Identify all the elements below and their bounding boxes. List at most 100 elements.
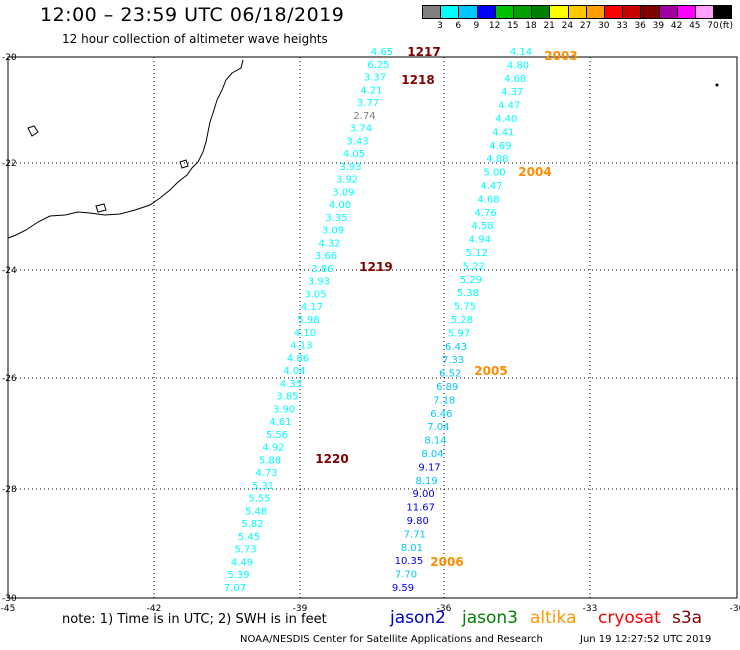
swh-value-label: 4.73 <box>255 468 277 479</box>
swh-value-label: 3.43 <box>346 136 368 147</box>
satellite-legend-s3a: s3a <box>672 608 703 628</box>
colorbar-label: 33 <box>616 21 628 31</box>
swh-value-label: 6.43 <box>445 342 467 353</box>
swh-value-label: 4.76 <box>474 208 496 219</box>
lon-tick-label: -45 <box>1 604 16 614</box>
swh-value-label: 5.82 <box>241 519 263 530</box>
credit-text: NOAA/NESDIS Center for Satellite Applica… <box>240 634 543 645</box>
swh-value-label: 5.12 <box>466 248 488 259</box>
swh-value-label: 4.69 <box>489 141 511 152</box>
swh-value-label: 7.33 <box>442 355 464 366</box>
satellite-legend-jason2: jason2 <box>390 608 446 628</box>
colorbar-label: 42 <box>670 21 683 31</box>
pass-time-label: 1217 <box>407 45 440 59</box>
map-title: 12:00 – 23:59 UTC 06/18/2019 <box>40 4 345 26</box>
colorbar-label: 39 <box>652 21 665 31</box>
island-outline <box>95 203 107 213</box>
colorbar-label: 9 <box>473 21 480 31</box>
pass-time-label: 2005 <box>474 364 507 378</box>
swh-value-label: 8.14 <box>424 436 446 447</box>
swh-value-label: 6.52 <box>439 369 461 380</box>
pass-time-label: 2004 <box>518 165 551 179</box>
swh-value-label: 5.75 <box>454 302 476 313</box>
pass-time-label: 1218 <box>401 73 434 87</box>
swh-value-label: 5.55 <box>248 494 270 505</box>
colorbar-label: 30 <box>598 21 610 31</box>
lon-tick-label: -33 <box>583 604 598 614</box>
swh-value-label: 5.73 <box>234 545 256 556</box>
swh-value-label: 6.89 <box>436 382 458 393</box>
swh-value-label: 8.01 <box>401 543 423 554</box>
swh-value-label: 4.05 <box>343 149 365 160</box>
swh-value-label: 3.74 <box>350 124 372 135</box>
swh-value-label: 9.17 <box>418 462 440 473</box>
swh-value-label: 3.09 <box>332 187 354 198</box>
swh-value-label: 4.40 <box>495 114 517 125</box>
colorbar-label: 15 <box>507 21 519 31</box>
swh-value-label: 3.93 <box>339 162 361 173</box>
swh-value-label: 3.85 <box>276 392 298 403</box>
island-dot <box>715 83 719 87</box>
swh-value-label: 5.38 <box>457 288 479 299</box>
swh-value-label: 4.94 <box>469 235 491 246</box>
satellite-legend-cryosat: cryosat <box>598 608 661 628</box>
swh-value-label: 4.10 <box>294 328 316 339</box>
timestamp-text: Jun 19 12:27:52 UTC 2019 <box>580 634 712 645</box>
swh-value-label: 5.48 <box>245 506 267 517</box>
swh-value-label: 4.21 <box>360 85 382 96</box>
swh-value-label: 8.04 <box>421 449 443 460</box>
swh-value-label: 4.14 <box>510 47 532 58</box>
swh-value-label: 7.71 <box>404 529 426 540</box>
swh-value-label: 5.45 <box>238 532 260 543</box>
lat-tick-label: -26 <box>2 374 17 384</box>
island-outline <box>27 125 39 137</box>
swh-value-label: 6.25 <box>367 60 389 71</box>
swh-value-label: 4.92 <box>262 443 284 454</box>
swh-value-label: 5.31 <box>252 481 274 492</box>
swh-value-label: 4.58 <box>472 221 494 232</box>
colorbar-label: 6 <box>455 21 462 31</box>
swh-value-label: 5.28 <box>451 315 473 326</box>
colorbar-label: 21 <box>543 21 555 31</box>
colorbar-label: 70 <box>707 21 719 31</box>
map-subtitle: 12 hour collection of altimeter wave hei… <box>62 32 328 46</box>
swh-value-label: 5.56 <box>266 430 288 441</box>
swh-value-label: 4.37 <box>501 87 523 98</box>
swh-value-label: 4.80 <box>507 60 529 71</box>
swh-value-label: 7.70 <box>395 570 417 581</box>
pass-time-label: 1220 <box>315 452 348 466</box>
swh-value-label: 3.92 <box>336 175 358 186</box>
lon-tick-label: -39 <box>293 604 308 614</box>
colorbar-label: 36 <box>634 21 646 31</box>
swh-value-label: 5.88 <box>259 455 281 466</box>
swh-value-label: 4.88 <box>486 154 508 165</box>
colorbar-label: (ft) <box>719 21 733 31</box>
swh-value-label: 5.29 <box>460 275 482 286</box>
swh-value-label: 9.80 <box>407 516 429 527</box>
swh-value-label: 7.18 <box>433 395 455 406</box>
swh-value-label: 4.86 <box>287 353 309 364</box>
swh-value-label: 7.07 <box>224 583 246 594</box>
colorbar-swatch <box>713 5 733 19</box>
swh-value-label: 3.37 <box>364 73 386 84</box>
swh-value-label: 4.61 <box>269 417 291 428</box>
swh-value-label: 4.04 <box>283 366 305 377</box>
swh-value-label: 5.97 <box>448 328 470 339</box>
swh-value-label: 4.35 <box>280 379 302 390</box>
swh-value-label: 3.93 <box>308 277 330 288</box>
swh-value-label: 10.35 <box>395 556 424 567</box>
swh-value-label: 3.66 <box>315 251 337 262</box>
pass-time-label: 2006 <box>430 555 463 569</box>
swh-value-label: 11.67 <box>406 503 435 514</box>
satellite-legend-altika: altika <box>530 608 577 628</box>
lon-tick-label: -42 <box>147 604 162 614</box>
swh-value-label: 4.47 <box>498 101 520 112</box>
swh-value-label: 4.68 <box>477 194 499 205</box>
satellite-legend-jason3: jason3 <box>462 608 518 628</box>
swh-value-label: 4.17 <box>301 302 323 313</box>
swh-value-label: 4.65 <box>371 47 393 58</box>
swh-value-label: 6.46 <box>430 409 452 420</box>
lon-tick-label: -30 <box>730 604 740 614</box>
swh-value-label: 3.90 <box>273 404 295 415</box>
